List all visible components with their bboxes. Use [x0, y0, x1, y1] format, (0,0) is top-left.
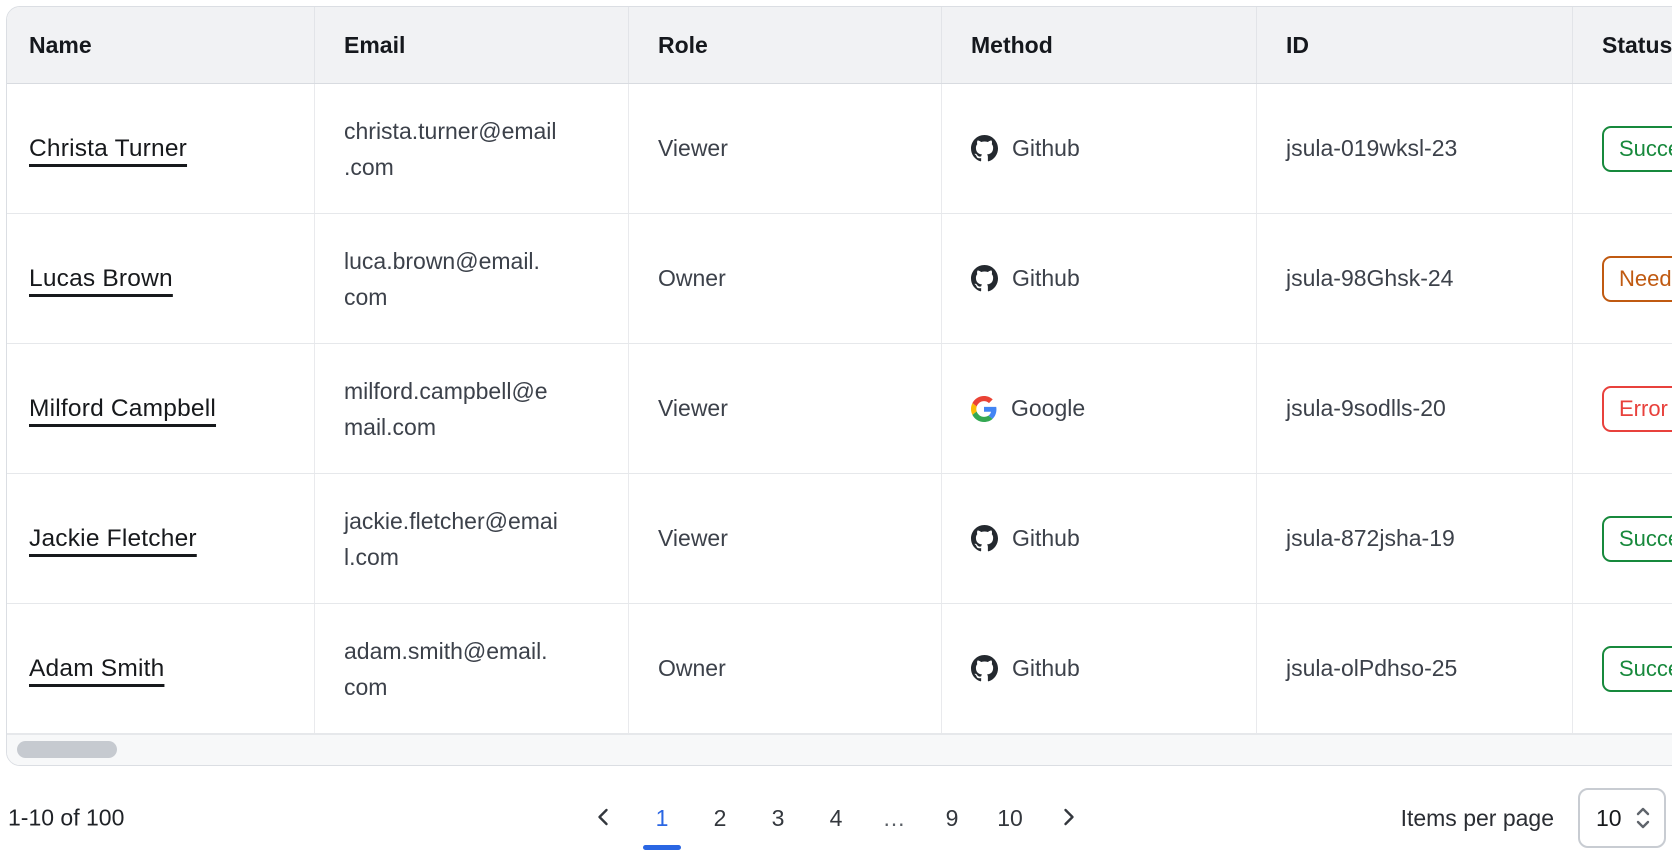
page-button-9[interactable]: 9	[932, 796, 972, 840]
column-header-email: Email	[315, 7, 629, 83]
user-email: luca.brown@email. com	[344, 247, 540, 310]
user-email: milford.campbell@e mail.com	[344, 377, 548, 440]
user-name-link[interactable]: Christa Turner	[29, 134, 188, 162]
github-icon	[971, 265, 998, 292]
pager: 1 2 3 4 … 9 10	[584, 796, 1088, 850]
status-badge: Success	[1602, 515, 1672, 562]
page-button-3[interactable]: 3	[758, 796, 798, 840]
page-button-2[interactable]: 2	[700, 796, 740, 840]
user-id: jsula-98Ghsk-24	[1286, 265, 1454, 291]
github-icon	[971, 135, 998, 162]
page-ellipsis: …	[874, 796, 914, 840]
status-badge: Success	[1602, 125, 1672, 172]
users-table: Name Email Role Method ID Status Christa…	[6, 6, 1672, 766]
pagination-bar: 1-10 of 100 1 2 3 4 … 9 10 Items per page 10	[0, 782, 1672, 854]
user-id: jsula-872jsha-19	[1286, 525, 1455, 551]
user-name-link[interactable]: Lucas Brown	[29, 264, 173, 292]
column-header-id: ID	[1257, 7, 1573, 83]
chevron-right-icon	[1056, 805, 1080, 832]
chevron-left-icon	[592, 805, 616, 832]
user-email: jackie.fletcher@emai l.com	[344, 507, 558, 570]
user-role: Viewer	[658, 525, 728, 551]
status-badge: Needs attention	[1602, 255, 1672, 302]
column-header-method: Method	[942, 7, 1257, 83]
results-range: 1-10 of 100	[8, 804, 125, 831]
user-name-link[interactable]: Jackie Fletcher	[29, 524, 197, 552]
user-email: christa.turner@email .com	[344, 117, 557, 180]
page-number-list: 1 2 3 4 … 9 10	[642, 796, 1030, 850]
table-body: Christa Turner christa.turner@email .com …	[7, 84, 1672, 734]
next-page-button[interactable]	[1048, 796, 1088, 840]
user-role: Owner	[658, 655, 726, 681]
auth-method-label: Google	[1011, 395, 1086, 421]
github-icon	[971, 525, 998, 552]
auth-method-label: Github	[1012, 265, 1080, 291]
items-per-page-label: Items per page	[1400, 804, 1554, 831]
table-row: Lucas Brown luca.brown@email. com Owner G…	[7, 214, 1672, 344]
user-name-link[interactable]: Milford Campbell	[29, 394, 217, 422]
user-id: jsula-olPdhso-25	[1286, 655, 1458, 681]
user-role: Viewer	[658, 395, 728, 421]
column-header-role: Role	[629, 7, 942, 83]
column-header-name: Name	[7, 7, 315, 83]
auth-method-label: Github	[1012, 655, 1080, 681]
up-down-chevrons-icon	[1634, 805, 1652, 831]
table-header-row: Name Email Role Method ID Status	[7, 7, 1672, 84]
items-per-page: Items per page 10	[1401, 788, 1666, 848]
github-icon	[971, 655, 998, 682]
items-per-page-select[interactable]: 10	[1578, 788, 1666, 848]
prev-page-button[interactable]	[584, 796, 624, 840]
auth-method-label: Github	[1012, 525, 1080, 551]
status-badge: Error	[1602, 385, 1672, 432]
user-name-link[interactable]: Adam Smith	[29, 654, 165, 682]
horizontal-scrollbar[interactable]	[7, 734, 1672, 765]
auth-method-label: Github	[1012, 135, 1080, 161]
page-button-1[interactable]: 1	[642, 796, 682, 850]
table-row: Jackie Fletcher jackie.fletcher@emai l.co…	[7, 474, 1672, 604]
column-header-status: Status	[1602, 31, 1672, 58]
status-badge: Success	[1602, 645, 1672, 692]
user-id: jsula-9sodlls-20	[1286, 395, 1446, 421]
user-email: adam.smith@email. com	[344, 637, 548, 700]
items-per-page-value: 10	[1596, 804, 1622, 831]
user-role: Viewer	[658, 135, 728, 161]
user-id: jsula-019wksl-23	[1286, 135, 1458, 161]
user-role: Owner	[658, 265, 726, 291]
page-button-4[interactable]: 4	[816, 796, 856, 840]
table-row: Christa Turner christa.turner@email .com …	[7, 84, 1672, 214]
scrollbar-thumb[interactable]	[17, 741, 117, 758]
google-icon	[971, 395, 997, 422]
table-row: Adam Smith adam.smith@email. com Owner Gi…	[7, 604, 1672, 734]
table-row: Milford Campbell milford.campbell@e mail.…	[7, 344, 1672, 474]
page-button-10[interactable]: 10	[990, 796, 1030, 840]
